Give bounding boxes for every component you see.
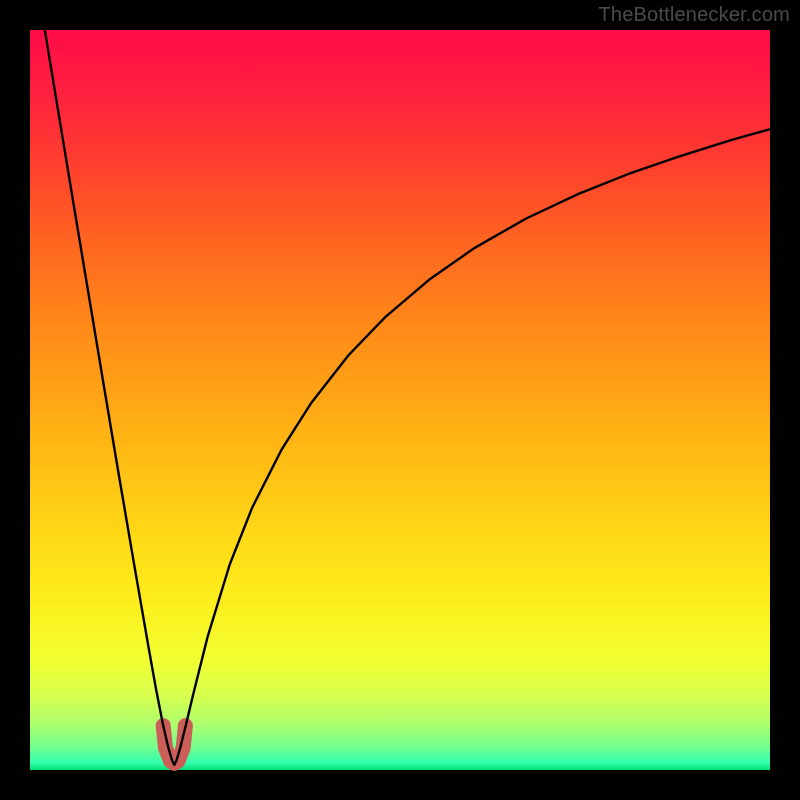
attribution-label: TheBottlenecker.com bbox=[598, 4, 790, 27]
chart-stage: TheBottlenecker.com bbox=[0, 0, 800, 800]
gradient-background bbox=[30, 30, 770, 770]
bottleneck-chart bbox=[0, 0, 800, 800]
